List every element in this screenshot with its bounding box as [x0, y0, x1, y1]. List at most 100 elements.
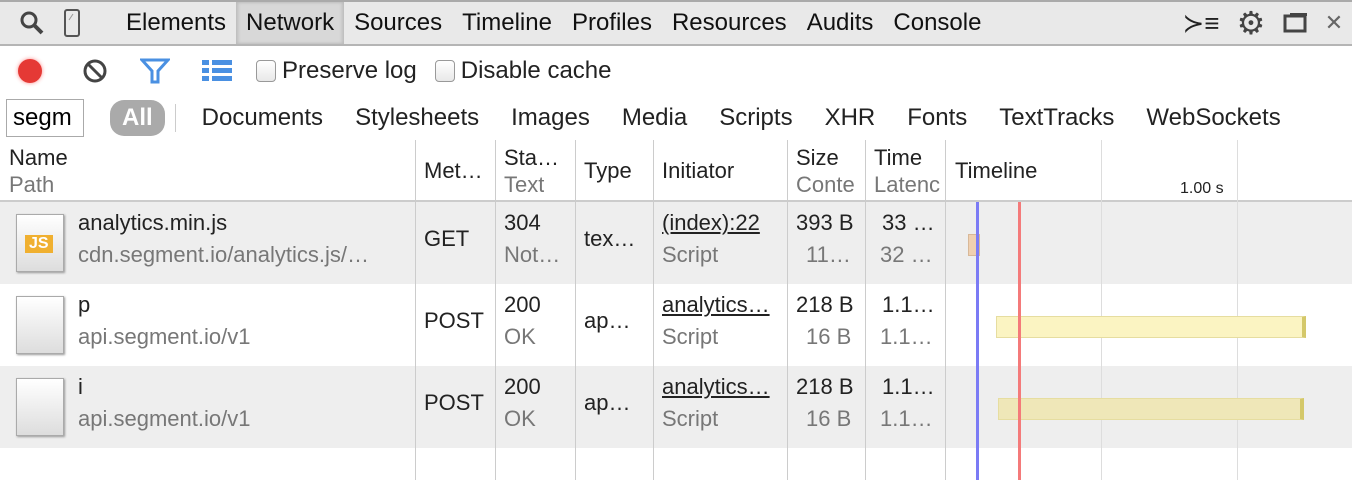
search-icon[interactable]: [12, 10, 52, 36]
cell-name: i: [78, 374, 83, 399]
cell-path: api.segment.io/v1: [78, 324, 251, 349]
cell-size: 218 B: [796, 292, 854, 317]
tab-audits[interactable]: Audits: [806, 9, 874, 36]
load-event-line: [1018, 202, 1021, 480]
cell-name: p: [78, 292, 91, 317]
column-divider[interactable]: [865, 140, 866, 480]
tab-console[interactable]: Console: [893, 9, 982, 36]
col-status[interactable]: Sta…: [504, 145, 560, 170]
cell-method: GET: [424, 226, 470, 251]
table-header: Name Path Met… Sta… Text Type Initiator …: [0, 140, 1352, 202]
filter-all-button[interactable]: All: [110, 100, 165, 136]
cell-content-size: 16 B: [806, 406, 852, 431]
cell-content-size: 11…: [806, 242, 851, 267]
devtools-tabbar: Elements Network Sources Timeline Profil…: [0, 0, 1352, 46]
dock-icon[interactable]: [1276, 11, 1316, 35]
large-rows-icon[interactable]: [202, 60, 232, 82]
network-table: Name Path Met… Sta… Text Type Initiator …: [0, 140, 1352, 480]
filter-scripts[interactable]: Scripts: [719, 104, 793, 131]
cell-time: 33 …: [882, 210, 935, 235]
preserve-log-label: Preserve log: [282, 57, 417, 84]
cell-time: 1.1…: [882, 292, 935, 317]
timeline-tick-label: 1.00 s: [1180, 180, 1224, 197]
filter-stylesheets[interactable]: Stylesheets: [355, 104, 480, 131]
tab-timeline[interactable]: Timeline: [462, 9, 552, 36]
col-latency[interactable]: Latenc: [874, 172, 940, 197]
cell-initiator-type: Script: [662, 324, 719, 349]
record-button[interactable]: [18, 59, 42, 83]
cell-initiator[interactable]: analytics…: [662, 292, 770, 317]
filter-texttracks[interactable]: TextTracks: [999, 104, 1115, 131]
tab-network[interactable]: Network: [236, 2, 345, 44]
cell-type: ap…: [584, 308, 631, 333]
timeline-bar: [996, 316, 1306, 338]
filter-websockets[interactable]: WebSockets: [1146, 104, 1281, 131]
filter-documents[interactable]: Documents: [201, 104, 324, 131]
cell-method: POST: [424, 308, 484, 333]
timeline-bar: [998, 398, 1304, 420]
filter-bar: All Documents Stylesheets Images Media S…: [0, 96, 1352, 140]
gear-icon[interactable]: ⚙: [1236, 5, 1266, 41]
cell-path: cdn.segment.io/analytics.js/…: [78, 242, 370, 267]
cell-initiator[interactable]: analytics…: [662, 374, 770, 399]
timeline-gridline: [1237, 140, 1238, 480]
filter-xhr[interactable]: XHR: [824, 104, 876, 131]
column-divider[interactable]: [945, 140, 946, 480]
preserve-log-checkbox[interactable]: [256, 60, 276, 82]
col-timeline[interactable]: Timeline: [955, 158, 1038, 183]
column-divider[interactable]: [495, 140, 496, 480]
cell-status-text: Not…: [504, 242, 561, 267]
cell-type: tex…: [584, 226, 636, 251]
tab-sources[interactable]: Sources: [354, 9, 443, 36]
clear-icon[interactable]: [82, 58, 108, 84]
cell-latency: 1.1…: [880, 406, 933, 431]
cell-latency: 32 …: [880, 242, 933, 267]
cell-size: 393 B: [796, 210, 854, 235]
col-method[interactable]: Met…: [424, 158, 483, 183]
cell-initiator-type: Script: [662, 406, 719, 431]
close-icon[interactable]: ✕: [1324, 10, 1344, 35]
filter-input[interactable]: [6, 99, 84, 137]
filter-images[interactable]: Images: [511, 104, 590, 131]
col-path[interactable]: Path: [9, 172, 55, 197]
drawer-toggle-icon[interactable]: ≻≡: [1182, 7, 1220, 38]
table-row[interactable]: [0, 202, 1352, 284]
dom-content-loaded-line: [976, 202, 979, 480]
cell-path: api.segment.io/v1: [78, 406, 251, 431]
device-mode-icon[interactable]: [52, 8, 92, 38]
cell-initiator-type: Script: [662, 242, 719, 267]
col-content[interactable]: Conte: [796, 172, 855, 197]
cell-size: 218 B: [796, 374, 854, 399]
timeline-gridline: [1101, 140, 1102, 480]
cell-status: 200: [504, 292, 541, 317]
cell-status-text: OK: [504, 324, 536, 349]
cell-status: 304: [504, 210, 541, 235]
tab-resources[interactable]: Resources: [671, 9, 787, 36]
column-divider[interactable]: [787, 140, 788, 480]
cell-name: analytics.min.js: [78, 210, 228, 235]
cell-initiator[interactable]: (index):22: [662, 210, 760, 235]
filter-icon[interactable]: [140, 58, 170, 84]
col-size[interactable]: Size: [796, 145, 839, 170]
cell-time: 1.1…: [882, 374, 935, 399]
file-icon: [16, 378, 64, 436]
cell-status-text: OK: [504, 406, 536, 431]
filter-media[interactable]: Media: [621, 104, 688, 131]
file-icon: [16, 296, 64, 354]
col-type[interactable]: Type: [584, 158, 632, 183]
cell-type: ap…: [584, 390, 631, 415]
column-divider[interactable]: [575, 140, 576, 480]
column-divider[interactable]: [653, 140, 654, 480]
col-initiator[interactable]: Initiator: [662, 158, 735, 183]
divider: [174, 104, 176, 132]
column-divider[interactable]: [415, 140, 416, 480]
col-status-text[interactable]: Text: [504, 172, 545, 197]
tab-elements[interactable]: Elements: [126, 9, 227, 36]
cell-status: 200: [504, 374, 541, 399]
disable-cache-checkbox[interactable]: [434, 60, 455, 82]
tab-profiles[interactable]: Profiles: [571, 9, 652, 36]
js-file-icon: JS: [16, 214, 64, 272]
filter-fonts[interactable]: Fonts: [907, 104, 968, 131]
col-time[interactable]: Time: [874, 145, 923, 170]
col-name[interactable]: Name: [9, 145, 68, 170]
